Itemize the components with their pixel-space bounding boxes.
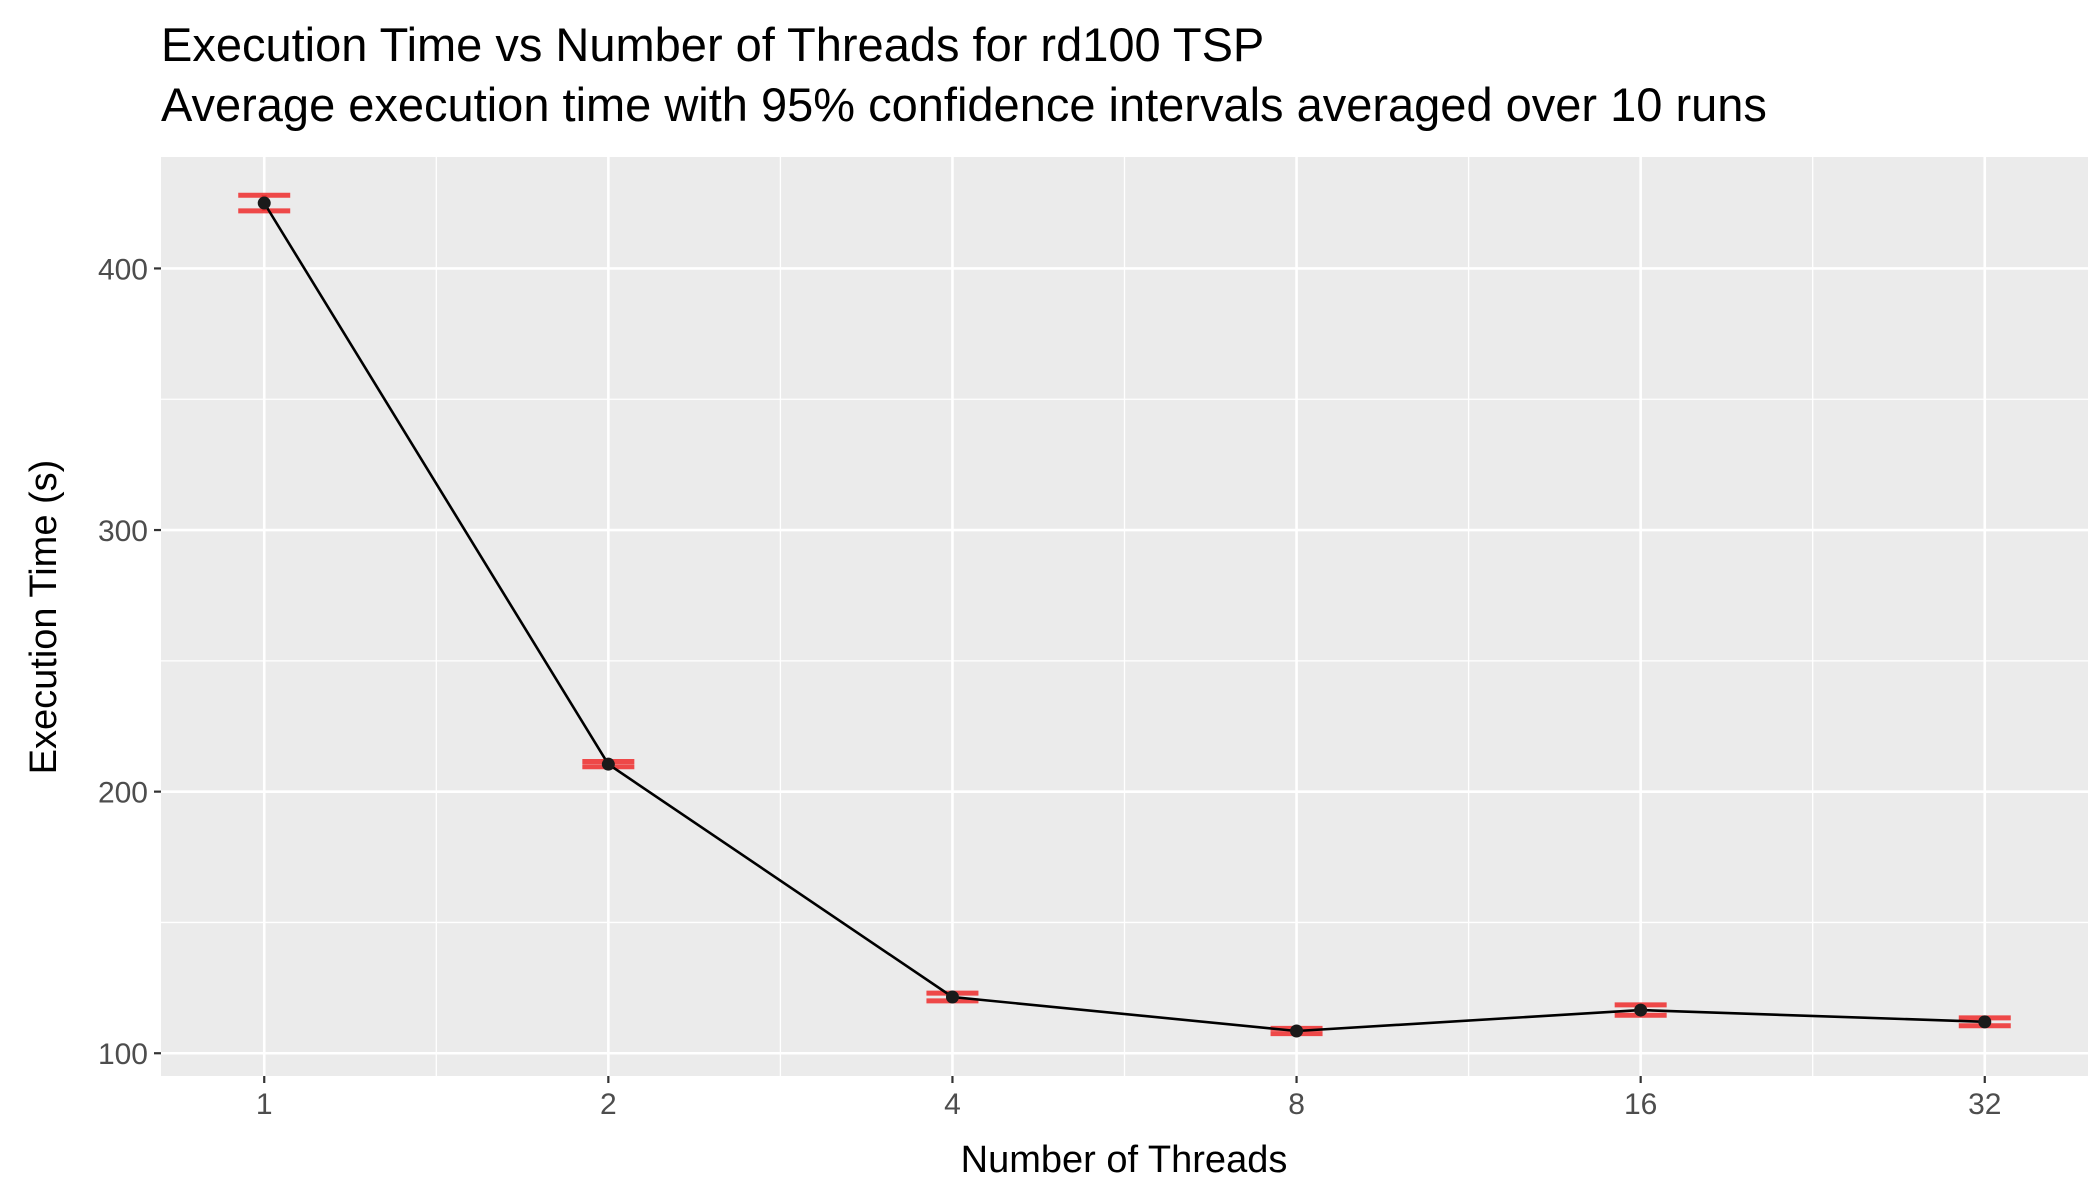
y-axis-title: Execution Time (s) <box>23 460 65 775</box>
x-axis: 1 2 4 8 16 32 <box>256 1076 2001 1121</box>
x-tick-label: 4 <box>944 1088 961 1121</box>
x-tick-label: 1 <box>256 1088 273 1121</box>
data-point <box>945 990 959 1004</box>
y-tick-label: 200 <box>98 777 148 810</box>
chart-subtitle: Average execution time with 95% confiden… <box>161 78 1767 131</box>
data-points <box>257 196 1992 1038</box>
grid-major <box>161 157 2088 1076</box>
data-point <box>1978 1015 1992 1029</box>
x-tick-label: 8 <box>1288 1088 1305 1121</box>
x-tick-label: 32 <box>1968 1088 2001 1121</box>
y-tick-label: 100 <box>98 1038 148 1071</box>
x-tick-label: 16 <box>1624 1088 1657 1121</box>
data-point <box>257 196 271 210</box>
data-point <box>601 757 615 771</box>
x-tick-label: 2 <box>600 1088 617 1121</box>
y-tick-label: 300 <box>98 515 148 548</box>
y-axis: 100 200 300 400 <box>98 253 161 1071</box>
chart-title: Execution Time vs Number of Threads for … <box>161 18 1264 71</box>
data-point <box>1634 1003 1648 1017</box>
grid-minor <box>161 157 2088 1076</box>
y-tick-label: 400 <box>98 253 148 286</box>
x-axis-title: Number of Threads <box>961 1139 1288 1181</box>
series-line <box>263 202 1985 1033</box>
data-point <box>1290 1024 1304 1038</box>
